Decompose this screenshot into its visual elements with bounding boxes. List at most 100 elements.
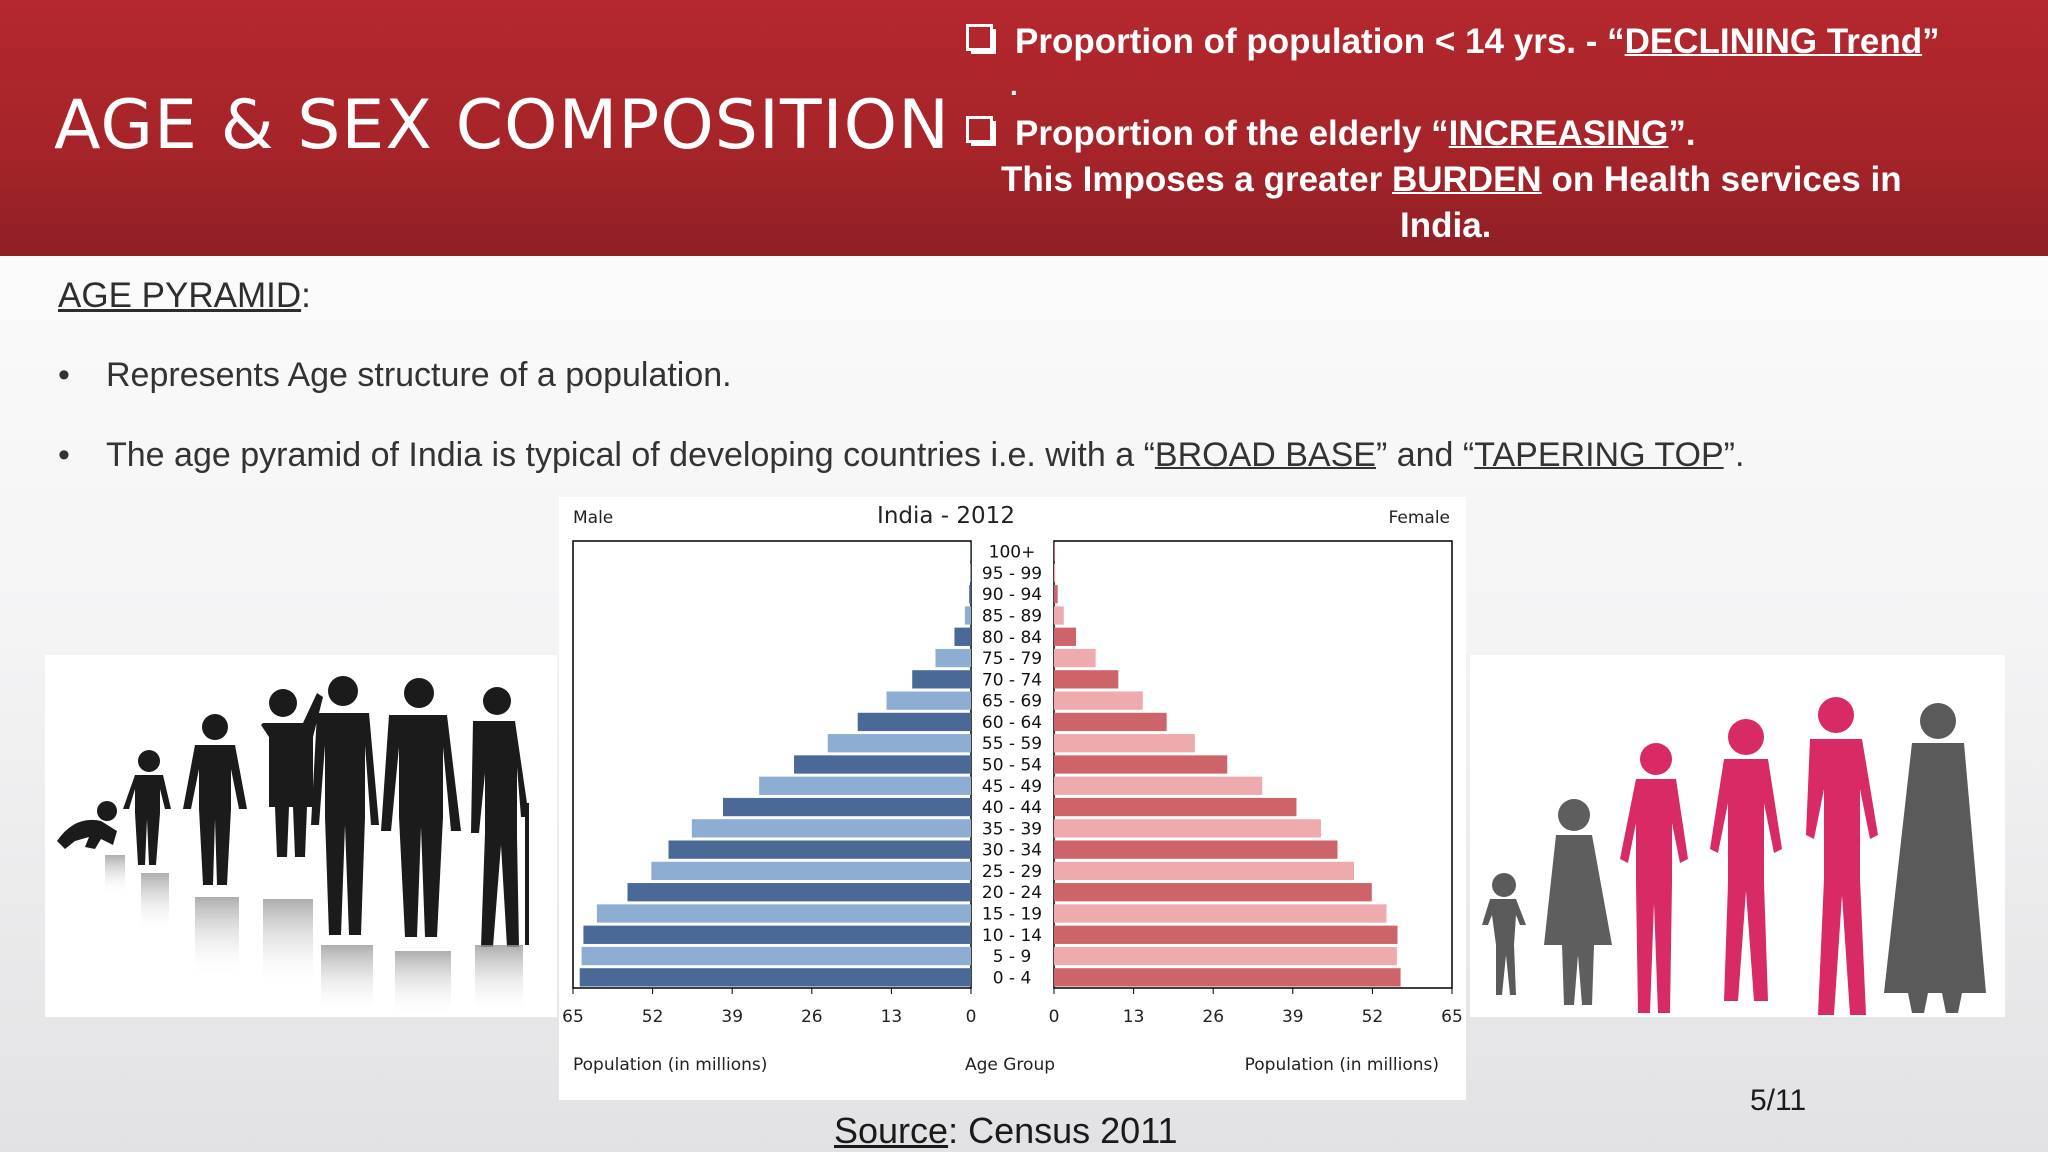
female-bars [1054,542,1401,987]
female-bar [1054,904,1387,923]
age-group-label: 25 - 29 [982,862,1042,882]
tapering-top-text: TAPERING TOP [1474,436,1724,474]
age-group-label: 95 - 99 [982,564,1042,584]
male-bar [954,627,971,646]
female-bar [1054,648,1096,668]
chart-left-label: Male [573,508,613,528]
male-bar [964,606,971,625]
female-bar [1054,797,1297,817]
section-title: AGE PYRAMID: [58,276,311,315]
age-group-label: 5 - 9 [993,947,1032,967]
female-ageing-silhouettes-icon [1482,697,1986,1015]
female-ageing-silhouettes-image [1470,655,2005,1017]
tick-label-left: 26 [801,1007,823,1027]
declining-trend-text: DECLINING Trend [1624,22,1923,61]
age-group-label: 70 - 74 [982,670,1042,690]
male-bar [691,819,971,838]
header-band: AGE & SEX COMPOSITION Proportion of popu… [0,0,2048,256]
checkbox-bullet-icon [966,116,993,144]
female-bar [1054,712,1167,732]
slide-title: AGE & SEX COMPOSITION [54,86,950,165]
female-bar [1054,819,1321,838]
tick-label-left: 0 [966,1007,977,1027]
age-group-label: 65 - 69 [982,692,1042,712]
male-bar [794,755,971,774]
bullet-icon: • [58,436,70,474]
age-group-label: 75 - 79 [982,649,1042,669]
male-bar [651,861,971,881]
header-bullet-1-continuation: . [1010,70,1018,101]
tick-label-right: 52 [1362,1007,1384,1027]
male-bar [827,734,971,753]
male-ageing-silhouettes-image [45,655,557,1017]
tick-label-right: 65 [1441,1007,1463,1027]
age-group-label: 55 - 59 [982,734,1042,754]
chart-title: India - 2012 [877,503,1015,529]
male-bar [723,797,971,817]
header-bullet-2-line-3: India. [1400,206,1492,245]
bullet-icon: • [58,356,70,394]
broad-base-text: BROAD BASE [1154,436,1376,474]
age-group-label: 40 - 44 [982,798,1042,818]
female-bar [1054,968,1401,987]
female-bar [1054,542,1055,561]
female-bar [1054,563,1056,583]
burden-text: BURDEN [1391,160,1542,199]
header-bullet-2: Proportion of the elderly “INCREASING”. [966,114,1696,154]
header-bullet-1: Proportion of population < 14 yrs. - “DE… [966,22,1940,62]
x-axis-label-center: Age Group [965,1055,1055,1075]
age-group-label: 50 - 54 [982,756,1042,776]
tick-label-left: 39 [721,1007,743,1027]
tick-label-left: 65 [562,1007,584,1027]
age-group-label: 60 - 64 [982,713,1042,733]
age-group-label: 30 - 34 [982,841,1042,861]
female-bar [1054,925,1398,944]
age-group-label: 10 - 14 [982,926,1042,946]
x-axis-label-left: Population (in millions) [573,1055,767,1075]
female-bar [1054,691,1143,710]
male-bar [912,670,971,689]
male-bar [970,563,971,583]
population-pyramid-chart: Male India - 2012 Female 100+ 95 - 99 90 -… [559,497,1466,1100]
female-bar [1054,627,1077,646]
female-bar [1054,840,1338,859]
page-number: 5/11 [1750,1084,1807,1117]
source-citation: Source: Census 2011 [834,1110,1178,1151]
checkbox-bullet-icon [966,24,993,52]
age-group-label: 85 - 89 [982,607,1042,627]
header-bullet-2-line-2: This Imposes a greater BURDEN on Health … [1001,160,1902,199]
age-group-label: 0 - 4 [993,968,1032,988]
male-bar [581,946,971,966]
male-bar [627,883,971,902]
tick-label-left: 13 [881,1007,903,1027]
age-group-label: 100+ [989,543,1036,563]
female-bar [1054,585,1058,604]
female-bar [1054,776,1263,795]
male-bar [579,968,971,987]
male-bars [579,542,971,987]
age-group-label: 45 - 49 [982,777,1042,797]
tick-label-left: 52 [642,1007,664,1027]
male-bar [969,585,971,604]
tick-label-right: 0 [1049,1007,1060,1027]
male-bar [970,542,971,561]
age-group-label: 15 - 19 [982,905,1042,925]
male-bar [857,712,971,732]
female-bar [1054,883,1372,902]
male-bar [759,776,971,795]
male-bar [596,904,971,923]
x-axis-label-right: Population (in millions) [1245,1055,1439,1075]
tick-label-right: 26 [1202,1007,1224,1027]
female-bar [1054,755,1228,774]
tick-label-right: 13 [1123,1007,1145,1027]
male-ageing-silhouettes-icon [57,676,529,947]
female-bar [1054,946,1397,966]
age-group-label: 90 - 94 [982,585,1042,605]
female-bar [1054,670,1119,689]
male-bar [886,691,971,710]
female-bar [1054,734,1195,753]
body-bullet-1: • Represents Age structure of a populatio… [58,356,732,394]
x-axis-ticks: 65 65 52 52 39 39 26 26 13 13 0 0 [562,988,1463,1027]
male-bar [668,840,971,859]
